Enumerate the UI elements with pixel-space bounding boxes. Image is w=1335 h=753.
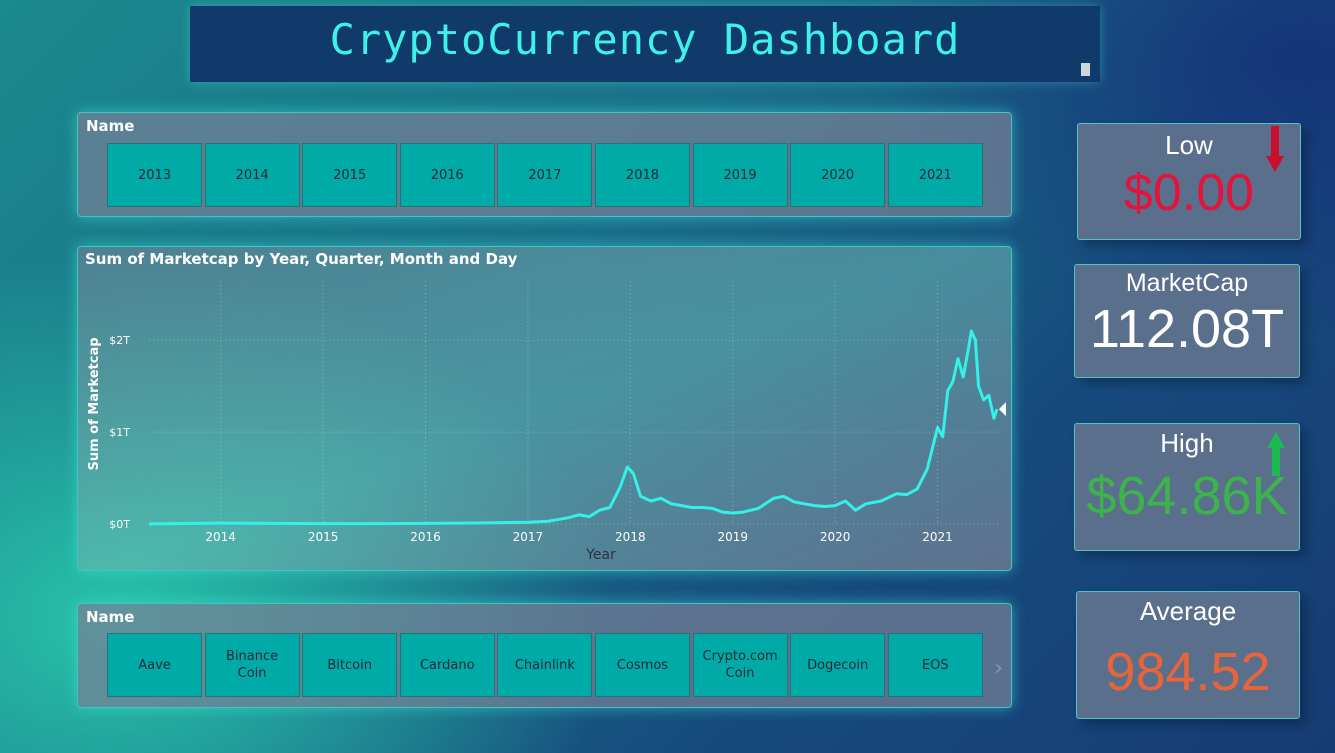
year-button[interactable]: 2017 xyxy=(497,143,593,207)
arrow-down-icon xyxy=(1266,126,1284,172)
coin-button-aave[interactable]: Aave xyxy=(107,633,202,697)
x-tick-label: 2020 xyxy=(820,530,851,544)
average-value: 984.52 xyxy=(1105,642,1271,702)
tooltip-pointer xyxy=(998,402,1006,417)
coin-button-crypto-com-coin[interactable]: Crypto.com Coin xyxy=(692,633,788,697)
high-value: $64.86K xyxy=(1086,466,1288,526)
low-value: $0.00 xyxy=(1123,164,1255,222)
coin-button-bitcoin[interactable]: Bitcoin xyxy=(302,633,398,697)
coin-button-binance-coin[interactable]: Binance Coin xyxy=(204,633,300,697)
high-card: High $64.86K xyxy=(1074,423,1300,551)
y-tick-label: $0T xyxy=(109,518,130,531)
marketcap-chart-panel: Sum of Marketcap by Year, Quarter, Month… xyxy=(77,246,1012,571)
low-label: Low xyxy=(1165,130,1213,160)
high-label: High xyxy=(1160,428,1214,458)
x-tick-label: 2018 xyxy=(615,530,646,544)
coin-button-cosmos[interactable]: Cosmos xyxy=(594,633,690,697)
y-axis-title: Sum of Marketcap xyxy=(87,337,102,470)
dashboard-title-box: CryptoCurrency Dashboard xyxy=(190,6,1100,82)
average-label: Average xyxy=(1139,596,1237,626)
dashboard-title: CryptoCurrency Dashboard xyxy=(329,14,961,64)
name-slicer: Name Aave Binance Coin Bitcoin Cardano Ch… xyxy=(77,603,1012,708)
year-button[interactable]: 2019 xyxy=(692,143,788,207)
y-tick-label: $1T xyxy=(109,426,130,439)
year-button[interactable]: 2014 xyxy=(204,143,300,207)
year-button[interactable]: 2021 xyxy=(887,143,983,207)
coin-button-cardano[interactable]: Cardano xyxy=(399,633,495,697)
year-button[interactable]: 2020 xyxy=(790,143,886,207)
coin-button-dogecoin[interactable]: Dogecoin xyxy=(790,633,886,697)
coin-button-chainlink[interactable]: Chainlink xyxy=(497,633,593,697)
arrow-up-icon xyxy=(1267,432,1285,476)
y-tick-label: $2T xyxy=(109,334,130,347)
year-button[interactable]: 2013 xyxy=(107,143,202,207)
chart-title: Sum of Marketcap by Year, Quarter, Month… xyxy=(85,250,518,268)
year-slicer-label: Name xyxy=(86,117,135,135)
marketcap-label: MarketCap xyxy=(1125,269,1249,297)
x-tick-label: 2021 xyxy=(922,530,953,544)
year-button[interactable]: 2016 xyxy=(399,143,495,207)
coin-button-eos[interactable]: EOS xyxy=(887,633,983,697)
x-axis-title: Year xyxy=(585,547,616,563)
marketcap-value: 112.08T xyxy=(1089,299,1285,359)
x-tick-label: 2015 xyxy=(308,530,339,544)
name-slicer-buttons: Aave Binance Coin Bitcoin Cardano Chainli… xyxy=(107,633,985,697)
x-tick-label: 2016 xyxy=(410,530,441,544)
marketcap-series-line[interactable] xyxy=(148,329,999,526)
x-tick-label: 2017 xyxy=(513,530,544,544)
year-button[interactable]: 2015 xyxy=(302,143,398,207)
year-button[interactable]: 2018 xyxy=(594,143,690,207)
chevron-right-icon[interactable]: › xyxy=(994,656,1003,681)
year-slicer-buttons: 2013 2014 2015 2016 2017 2018 2019 2020 … xyxy=(107,143,985,207)
low-card: Low $0.00 xyxy=(1077,123,1301,240)
x-tick-label: 2019 xyxy=(717,530,748,544)
marketcap-card: MarketCap 112.08T xyxy=(1074,264,1300,378)
average-card: Average 984.52 xyxy=(1076,591,1300,719)
year-slicer: Name 2013 2014 2015 2016 2017 2018 2019 … xyxy=(77,112,1012,217)
scrollbar-handle[interactable] xyxy=(1081,63,1090,76)
x-tick-label: 2014 xyxy=(205,530,236,544)
marketcap-line-chart[interactable]: 2014 2015 2016 2017 2018 2019 2020 2021 $0T $1T $2… xyxy=(78,247,1011,570)
name-slicer-label: Name xyxy=(86,608,135,626)
